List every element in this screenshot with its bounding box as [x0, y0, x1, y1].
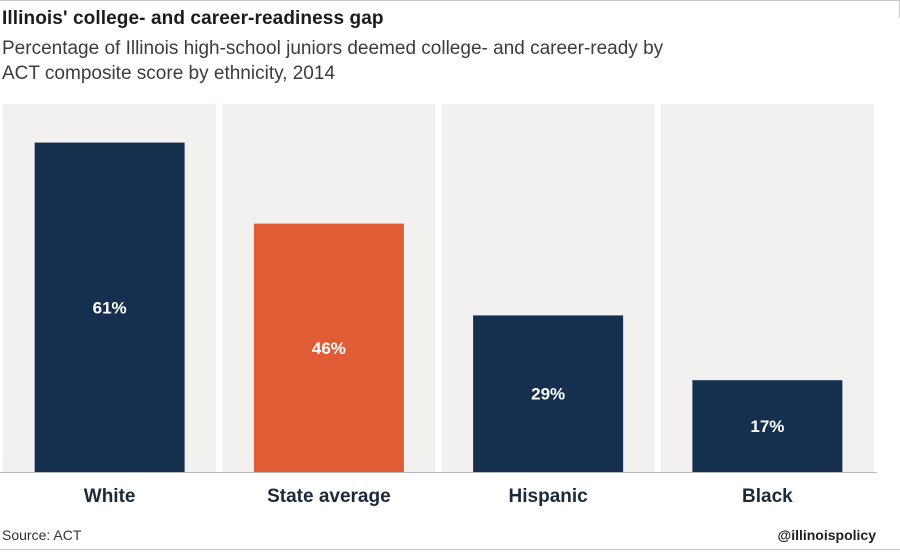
bars	[34, 142, 843, 472]
bar-white	[34, 142, 185, 472]
social-handle: @illinoispolicy	[777, 527, 876, 543]
top-rule	[0, 0, 900, 1]
source-note: Source: ACT	[2, 527, 82, 543]
category-label-hispanic: Hispanic	[509, 486, 589, 507]
chart-subtitle: Percentage of Illinois high-school junio…	[2, 38, 664, 84]
value-label-black: 17%	[750, 417, 784, 436]
bar-black	[692, 380, 843, 472]
bar-chart: 61% 46% 29% 17% White State average Hispanic B…	[0, 104, 877, 507]
bottom-rule	[0, 549, 900, 550]
bar-hispanic	[473, 315, 624, 472]
value-label-hispanic: 29%	[531, 385, 565, 404]
category-label-black: Black	[742, 486, 793, 507]
chart-title: Illinois' college- and career-readiness …	[2, 8, 384, 29]
category-label-white: White	[84, 486, 136, 507]
value-labels: 61% 46% 29% 17%	[93, 298, 785, 436]
value-label-white: 61%	[93, 298, 127, 317]
category-label-state-average: State average	[267, 486, 391, 507]
value-label-state-average: 46%	[312, 339, 346, 358]
bar-state-average	[253, 223, 404, 472]
category-labels: White State average Hispanic Black	[84, 486, 793, 507]
